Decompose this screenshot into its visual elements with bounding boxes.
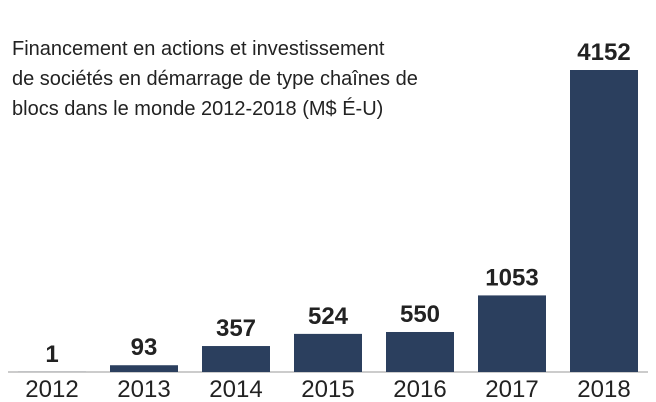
x-tick-label: 2012 — [25, 376, 78, 402]
x-tick-label: 2016 — [393, 376, 446, 402]
chart-title: blocs dans le monde 2012-2018 (M$ É-U) — [12, 97, 383, 120]
value-label: 1053 — [485, 264, 538, 291]
chart-title: Financement en actions et investissement — [12, 38, 385, 60]
x-tick-label: 2013 — [117, 376, 170, 402]
bar — [478, 295, 546, 372]
bar — [202, 346, 270, 372]
bar — [110, 365, 178, 372]
bar — [386, 331, 454, 372]
value-label: 1 — [45, 341, 58, 368]
bar — [294, 333, 362, 372]
x-tick-label: 2015 — [301, 376, 354, 402]
value-label: 93 — [131, 334, 158, 361]
value-label: 550 — [400, 301, 440, 328]
chart-title: de sociétés en démarrage de type chaînes… — [12, 68, 418, 90]
x-tick-label: 2017 — [485, 376, 538, 402]
value-label: 4152 — [577, 39, 630, 66]
bar — [570, 70, 638, 372]
x-tick-label: 2014 — [209, 376, 262, 402]
value-label: 357 — [216, 315, 256, 342]
x-tick-label: 2018 — [577, 376, 630, 402]
value-label: 524 — [308, 303, 349, 330]
